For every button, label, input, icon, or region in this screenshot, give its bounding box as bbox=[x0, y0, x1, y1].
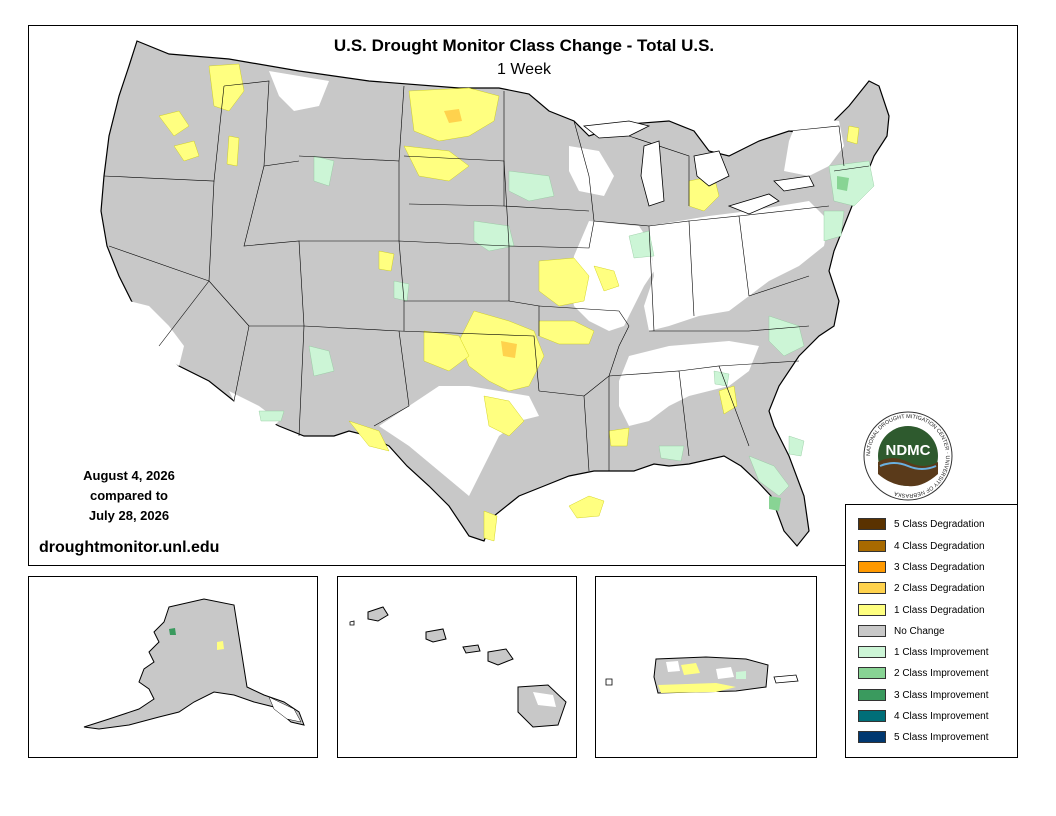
legend-item: 1 Class Degradation bbox=[858, 603, 985, 617]
legend-swatch bbox=[858, 540, 886, 552]
one-class-degradation-areas bbox=[158, 63, 860, 542]
logo-text: NDMC bbox=[886, 442, 931, 459]
hawaii-map bbox=[349, 606, 567, 728]
legend-swatch bbox=[858, 710, 886, 722]
alaska-degradation-area bbox=[217, 641, 224, 650]
legend-item: 1 Class Improvement bbox=[858, 645, 988, 659]
hawaii-map-panel bbox=[337, 576, 577, 758]
state-boundaries bbox=[103, 80, 870, 472]
great-lakes bbox=[582, 120, 815, 215]
legend-label: 1 Class Degradation bbox=[894, 604, 985, 616]
legend-item: 5 Class Degradation bbox=[858, 517, 985, 531]
map-subtitle: 1 Week bbox=[497, 61, 551, 78]
legend-swatch bbox=[858, 604, 886, 616]
legend-item: 4 Class Improvement bbox=[858, 709, 988, 723]
legend-swatch bbox=[858, 731, 886, 743]
legend-item: 3 Class Improvement bbox=[858, 688, 988, 702]
legend-swatch bbox=[858, 518, 886, 530]
legend-item: No Change bbox=[858, 624, 945, 638]
legend-label: 3 Class Improvement bbox=[894, 689, 989, 701]
map-title: U.S. Drought Monitor Class Change - Tota… bbox=[333, 36, 715, 55]
legend-label: No Change bbox=[894, 625, 945, 637]
date-current: August 4, 2026 bbox=[83, 468, 175, 483]
two-class-degradation-areas bbox=[444, 109, 517, 358]
alaska-outline bbox=[83, 598, 305, 730]
legend-label: 1 Class Improvement bbox=[894, 646, 989, 658]
puerto-rico-map-panel bbox=[595, 576, 817, 758]
legend-label: 4 Class Degradation bbox=[894, 540, 985, 552]
conus-map bbox=[100, 40, 890, 547]
legend-swatch bbox=[858, 561, 886, 573]
legend-label: 2 Class Degradation bbox=[894, 582, 985, 594]
website-url: droughtmonitor.unl.edu bbox=[39, 539, 220, 556]
alaska-map bbox=[83, 598, 305, 730]
date-previous: July 28, 2026 bbox=[88, 508, 170, 523]
date-compared-label: compared to bbox=[89, 488, 168, 503]
legend-label: 5 Class Degradation bbox=[894, 518, 985, 530]
legend-item: 2 Class Improvement bbox=[858, 666, 988, 680]
legend-swatch bbox=[858, 646, 886, 658]
pr-degradation-area bbox=[658, 683, 736, 693]
alaska-improvement-area bbox=[169, 628, 176, 635]
legend-swatch bbox=[858, 689, 886, 701]
legend-label: 2 Class Improvement bbox=[894, 667, 989, 679]
legend-item: 4 Class Degradation bbox=[858, 539, 985, 553]
legend-swatch bbox=[858, 582, 886, 594]
date-block: August 4, 2026 compared to July 28, 2026 bbox=[59, 466, 199, 526]
conus-map-panel: U.S. Drought Monitor Class Change - Tota… bbox=[28, 25, 1018, 566]
legend-swatch bbox=[858, 667, 886, 679]
legend-item: 5 Class Improvement bbox=[858, 730, 988, 744]
one-class-improvement-areas bbox=[258, 155, 875, 497]
legend-label: 3 Class Degradation bbox=[894, 561, 985, 573]
legend-panel: 5 Class Degradation 4 Class Degradation … bbox=[845, 504, 1018, 758]
alaska-map-panel bbox=[28, 576, 318, 758]
puerto-rico-map bbox=[605, 656, 799, 694]
legend-label: 5 Class Improvement bbox=[894, 731, 989, 743]
hawaii-islands bbox=[367, 606, 567, 728]
legend-item: 3 Class Degradation bbox=[858, 560, 985, 574]
legend-label: 4 Class Improvement bbox=[894, 710, 989, 722]
ndmc-logo-icon: NATIONAL DROUGHT MITIGATION CENTER · UNI… bbox=[863, 411, 953, 501]
legend-swatch bbox=[858, 625, 886, 637]
legend-item: 2 Class Degradation bbox=[858, 581, 985, 595]
two-class-improvement-areas bbox=[769, 176, 849, 511]
